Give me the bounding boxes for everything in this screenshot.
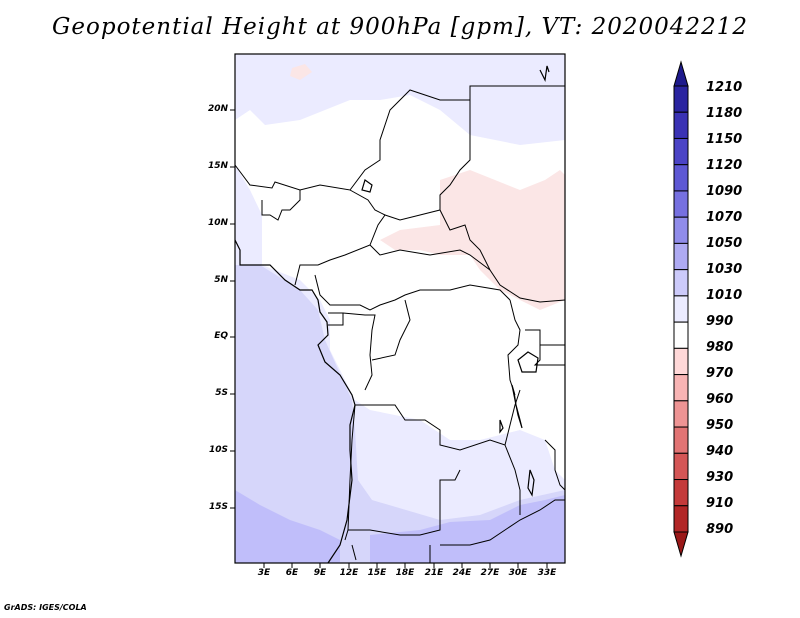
border-line [440, 499, 565, 546]
shaded-field [235, 54, 565, 563]
border-line [371, 299, 411, 361]
border-line [348, 469, 461, 536]
field-light-blue-north [235, 54, 565, 145]
border-line [355, 389, 521, 451]
border-line [507, 299, 521, 396]
colorbar-segment [673, 164, 689, 192]
lake-victoria [517, 351, 539, 373]
colorbar-segment [673, 216, 689, 244]
map-frame [234, 53, 566, 564]
lon-label: 30E [508, 568, 528, 578]
colorbar-label: 970 [706, 366, 734, 381]
colorbar-cap-bottom [673, 531, 689, 558]
colorbar-label: 960 [706, 392, 734, 407]
colorbar-label: 1180 [706, 106, 743, 121]
lon-label: 9E [313, 568, 327, 578]
country-borders [234, 85, 566, 563]
lat-label: 15N [207, 161, 228, 171]
field-lavender-se [370, 495, 565, 563]
field-pink-ne [380, 170, 565, 310]
lake-malawi [527, 469, 535, 497]
colorbar-label: 1150 [706, 132, 743, 147]
colorbar-label: 1120 [706, 158, 743, 173]
colorbar-segment [673, 137, 689, 166]
colorbar-label: 890 [706, 522, 734, 537]
grads-credit: GrADS: IGES/COLA [4, 603, 87, 612]
colorbar-label: 930 [706, 470, 734, 485]
lon-label: 27E [480, 568, 500, 578]
colorbar-segment [673, 321, 689, 349]
lat-label: EQ [214, 331, 228, 341]
colorbar-label: 940 [706, 444, 734, 459]
border-line [384, 209, 566, 303]
lon-label: 33E [537, 568, 557, 578]
colorbar-segment [673, 85, 689, 113]
border-line [344, 404, 356, 541]
lon-label: 21E [424, 568, 444, 578]
field-lavender-sw [235, 490, 340, 563]
colorbar-label: 1010 [706, 288, 743, 303]
lon-label: 6E [285, 568, 299, 578]
lon-label: 15E [367, 568, 387, 578]
colorbar-label: 950 [706, 418, 734, 433]
border-line [328, 312, 344, 326]
lon-label: 18E [395, 568, 415, 578]
colorbar-segment [673, 347, 689, 376]
border-line [369, 244, 491, 271]
axis-ticks [230, 109, 548, 568]
colorbar-label: 1090 [706, 184, 743, 199]
colorbar-segment [673, 505, 689, 533]
lon-label: 24E [452, 568, 472, 578]
colorbar-label: 1030 [706, 262, 743, 277]
colorbar-segment [673, 242, 689, 271]
border-line [314, 274, 511, 311]
colorbar-label: 1070 [706, 210, 743, 225]
border-line [342, 312, 376, 391]
lat-label: 20N [207, 104, 228, 114]
lake-mweru [499, 419, 504, 434]
border-line [261, 190, 301, 221]
lat-label: 5S [215, 388, 228, 398]
field-pink-spot [290, 64, 312, 80]
nile-coast [539, 65, 550, 82]
colorbar-label: 1210 [706, 80, 743, 95]
coastlines [234, 65, 550, 564]
lat-label: 5N [214, 275, 228, 285]
colorbar-segment [673, 426, 689, 454]
border-line [504, 444, 521, 515]
colorbar-segment [673, 400, 689, 428]
colorbar-label: 980 [706, 340, 734, 355]
colorbar-cap-top [673, 60, 689, 87]
colorbar-segment [673, 111, 689, 139]
colorbar-segment [673, 190, 689, 218]
border-line [544, 439, 566, 491]
lake-tanganyika [511, 384, 523, 429]
lon-label: 3E [257, 568, 271, 578]
colorbar-label: 990 [706, 314, 734, 329]
colorbar-segment [673, 295, 689, 323]
lake-chad [361, 179, 373, 193]
border-line [439, 100, 471, 210]
lat-label: 10S [208, 445, 228, 455]
border-line [351, 544, 357, 561]
border-line [234, 85, 565, 191]
colorbar-label: 910 [706, 496, 734, 511]
colorbar-segment [673, 374, 689, 402]
lat-label: 15S [208, 502, 228, 512]
colorbar-segment [673, 452, 689, 481]
lat-label: 10N [207, 218, 228, 228]
lon-label: 12E [339, 568, 359, 578]
colorbar-segment [673, 479, 689, 507]
chart-title: Geopotential Height at 900hPa [gpm], VT:… [52, 14, 748, 40]
colorbar [673, 60, 689, 558]
field-blue-ocean [235, 265, 565, 563]
colorbar-label: 1050 [706, 236, 743, 251]
coastline-west-africa [234, 239, 356, 564]
colorbar-segment [673, 269, 689, 297]
